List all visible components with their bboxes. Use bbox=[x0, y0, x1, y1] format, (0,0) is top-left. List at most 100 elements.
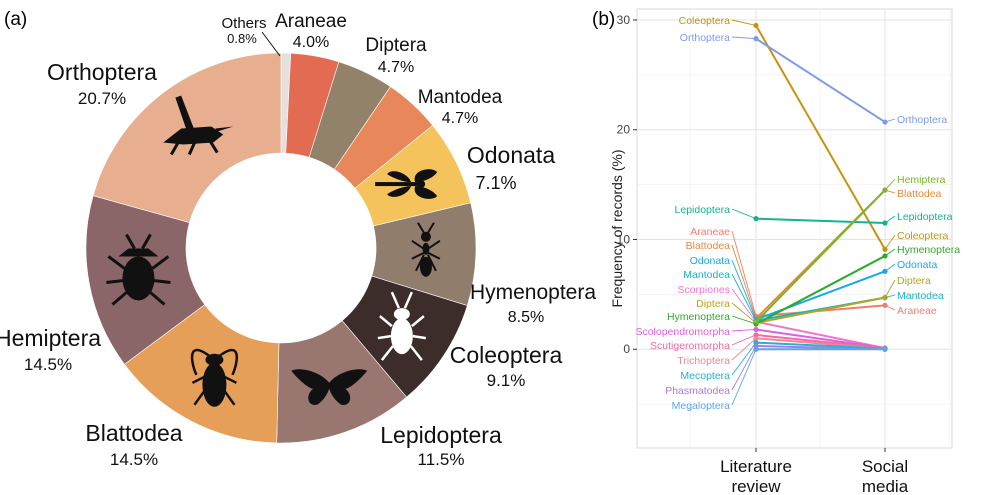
left-label-lepidoptera: Lepidoptera bbox=[675, 204, 731, 216]
left-label-araneae: Araneae bbox=[690, 226, 730, 238]
slice-pct-araneae: 4.0% bbox=[293, 34, 329, 51]
slice-pct-orthoptera: 20.7% bbox=[78, 89, 126, 108]
leader-hemiptera bbox=[884, 178, 896, 191]
series-line-scorpiones bbox=[755, 320, 886, 350]
leader-diptera bbox=[731, 302, 757, 324]
slice-label-diptera: Diptera bbox=[365, 35, 427, 56]
slice-pct-mantodea: 4.7% bbox=[442, 110, 478, 127]
slice-pct-odonata: 7.1% bbox=[475, 173, 516, 193]
donut-slice-blattodea bbox=[124, 304, 280, 444]
butterfly-icon bbox=[291, 369, 368, 405]
x-tick-label: Literature bbox=[720, 457, 792, 476]
leader-orthoptera bbox=[884, 118, 896, 123]
right-label-odonata: Odonata bbox=[897, 259, 937, 271]
leader-mantodea bbox=[731, 273, 757, 321]
x-tick-label: media bbox=[862, 477, 909, 495]
y-tick-label: 30 bbox=[617, 13, 631, 27]
series-line-diptera bbox=[755, 296, 886, 324]
left-label-orthoptera: Orthoptera bbox=[680, 32, 730, 44]
panel-b-label: (b) bbox=[592, 9, 615, 30]
right-label-mantodea: Mantodea bbox=[897, 290, 944, 302]
leader-trichoptera bbox=[731, 337, 757, 361]
slice-label-coleoptera: Coleoptera bbox=[450, 342, 563, 368]
series-line-scutigeromorpha bbox=[755, 333, 886, 350]
slice-label-odonata: Odonata bbox=[467, 142, 555, 168]
leader-scorpiones bbox=[731, 288, 757, 323]
leader-lepidoptera bbox=[731, 208, 757, 220]
leader-scolopendromorpha bbox=[731, 329, 757, 332]
ant-icon bbox=[411, 222, 441, 277]
panel-a-label: (a) bbox=[4, 9, 27, 30]
leader-orthoptera bbox=[731, 36, 757, 40]
beetle-icon bbox=[377, 291, 427, 361]
left-label-megaloptera: Megaloptera bbox=[672, 400, 731, 412]
y-tick-label: 20 bbox=[617, 123, 631, 137]
leader-hymenoptera bbox=[731, 315, 757, 325]
leader-blattodea bbox=[731, 244, 757, 319]
right-label-hymenoptera: Hymenoptera bbox=[897, 244, 960, 256]
line-chart: 0 10 20 30 Frequency of records (%) Literatur… bbox=[609, 8, 960, 495]
leader-hymenoptera bbox=[884, 248, 896, 257]
slice-pct-hemiptera: 14.5% bbox=[24, 355, 72, 374]
leader-araneae bbox=[731, 230, 757, 317]
leader-mantodea bbox=[884, 294, 896, 299]
left-label-blattodea: Blattodea bbox=[686, 240, 731, 252]
y-tick-label: 0 bbox=[623, 342, 630, 356]
left-label-mecoptera: Mecoptera bbox=[680, 370, 730, 382]
slice-pct-blattodea: 14.5% bbox=[110, 450, 158, 469]
left-label-scorpiones: Scorpiones bbox=[677, 284, 730, 296]
series-line-lepidoptera bbox=[755, 217, 886, 225]
cockroach-icon bbox=[190, 348, 239, 407]
leader-megaloptera bbox=[731, 349, 757, 406]
y-axis-title: Frequency of records (%) bbox=[609, 150, 625, 308]
slice-pct-others: 0.8% bbox=[227, 31, 257, 46]
left-label-scolopendromorpha: Scolopendromorpha bbox=[635, 326, 730, 338]
leader-blattodea bbox=[884, 189, 896, 194]
series-line-orthoptera bbox=[755, 37, 886, 123]
left-label-diptera: Diptera bbox=[696, 298, 730, 310]
left-label-coleoptera: Coleoptera bbox=[679, 15, 731, 27]
others-leader-line bbox=[261, 31, 281, 57]
slice-label-lepidoptera: Lepidoptera bbox=[380, 422, 502, 448]
left-label-phasmatodea: Phasmatodea bbox=[665, 385, 730, 397]
y-tick-label: 10 bbox=[617, 232, 631, 246]
slice-pct-diptera: 4.7% bbox=[378, 59, 414, 76]
left-label-scutigeromorpha: Scutigeromorpha bbox=[650, 340, 730, 352]
right-label-coleoptera: Coleoptera bbox=[897, 230, 949, 242]
slice-label-blattodea: Blattodea bbox=[85, 420, 182, 446]
leader-scutigeromorpha bbox=[731, 334, 757, 346]
slice-label-hymenoptera: Hymenoptera bbox=[470, 281, 596, 304]
left-label-mantodea: Mantodea bbox=[683, 269, 730, 281]
series-line-hemiptera bbox=[755, 189, 886, 323]
slice-pct-lepidoptera: 11.5% bbox=[418, 450, 465, 469]
slice-pct-coleoptera: 9.1% bbox=[487, 371, 526, 390]
leader-coleoptera bbox=[731, 19, 757, 26]
right-label-orthoptera: Orthoptera bbox=[897, 114, 947, 126]
leader-odonata bbox=[884, 263, 896, 272]
leader-phasmatodea bbox=[731, 345, 757, 391]
right-label-lepidoptera: Lepidoptera bbox=[897, 211, 953, 223]
dragonfly-icon bbox=[375, 169, 438, 199]
slice-label-hemiptera: Hemiptera bbox=[0, 325, 101, 351]
right-label-blattodea: Blattodea bbox=[897, 188, 942, 200]
right-label-araneae: Araneae bbox=[897, 305, 937, 317]
slice-label-others: Others bbox=[221, 15, 266, 32]
grasshopper-icon bbox=[163, 95, 234, 156]
plot-panel bbox=[636, 8, 953, 449]
x-tick-label: review bbox=[731, 477, 781, 495]
left-label-odonata: Odonata bbox=[690, 255, 730, 267]
leader-araneae bbox=[884, 304, 896, 311]
series-line-mecoptera bbox=[755, 341, 886, 350]
leader-lepidoptera bbox=[884, 215, 896, 224]
slice-label-orthoptera: Orthoptera bbox=[47, 59, 157, 85]
point-megaloptera bbox=[882, 346, 888, 352]
series-line-hymenoptera bbox=[755, 255, 886, 325]
left-label-hymenoptera: Hymenoptera bbox=[667, 311, 730, 323]
leader-odonata bbox=[731, 259, 757, 320]
bug-icon bbox=[106, 233, 171, 306]
slice-pct-hymenoptera: 8.5% bbox=[508, 309, 544, 326]
leader-diptera bbox=[884, 279, 896, 298]
leader-coleoptera bbox=[884, 234, 896, 250]
